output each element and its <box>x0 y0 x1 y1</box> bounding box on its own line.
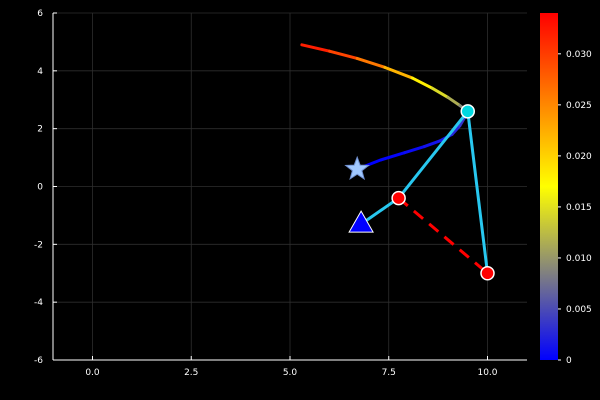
x-tick-label: 2.5 <box>184 368 198 378</box>
colorbar-tick-label: 0.010 <box>566 254 592 264</box>
colorbar-tick-label: 0.030 <box>566 50 592 60</box>
colorbar-tick-label: 0.025 <box>566 101 592 111</box>
y-tick-label: -4 <box>34 298 43 308</box>
joint-marker <box>481 267 494 280</box>
y-tick-label: 6 <box>37 9 43 19</box>
colorbar-tick-label: 0.020 <box>566 152 592 162</box>
colorbar-tick-label: 0.005 <box>566 305 592 315</box>
x-tick-label: 7.5 <box>382 368 396 378</box>
y-tick-label: 4 <box>37 67 43 77</box>
y-tick-label: -6 <box>34 356 43 366</box>
y-tick-label: 2 <box>37 125 43 135</box>
colorbar-tick-label: 0 <box>566 356 572 366</box>
joint-marker <box>392 192 405 205</box>
x-tick-label: 0.0 <box>85 368 100 378</box>
colorbar-gradient <box>540 13 558 360</box>
colorbar-tick-label: 0.015 <box>566 203 592 213</box>
x-tick-label: 10.0 <box>477 368 497 378</box>
y-tick-label: 0 <box>37 183 43 193</box>
joint-marker <box>461 105 474 118</box>
x-tick-label: 5.0 <box>283 368 298 378</box>
y-tick-label: -2 <box>34 240 43 250</box>
